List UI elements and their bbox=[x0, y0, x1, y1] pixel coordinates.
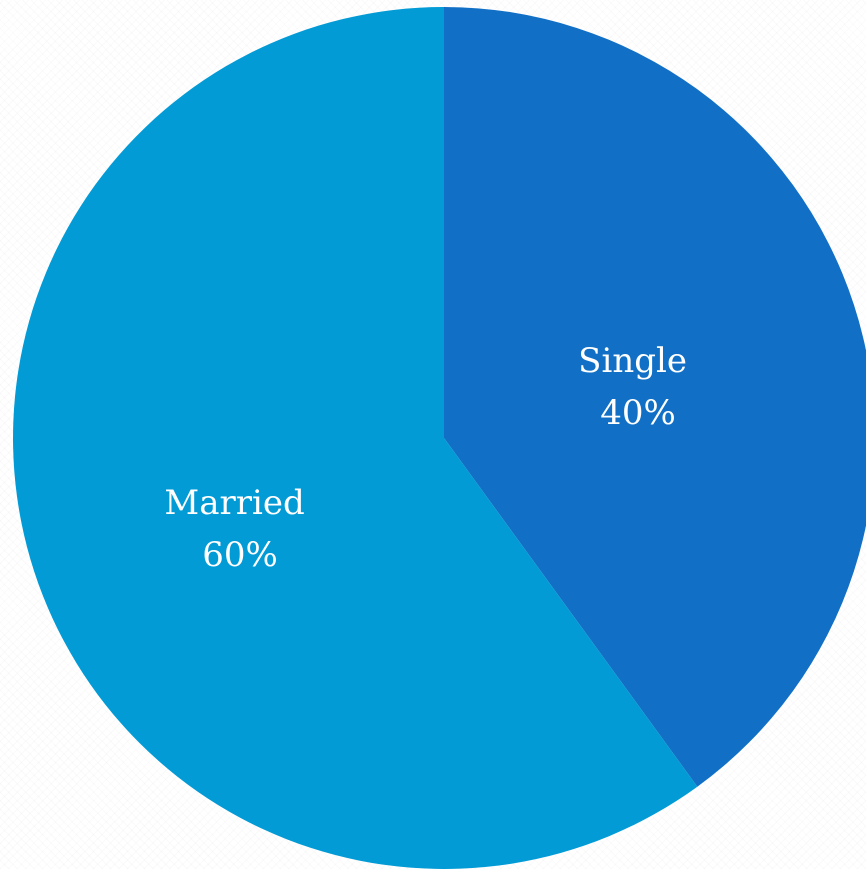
slice-labels: Single 40% Married 60% bbox=[164, 341, 698, 575]
pie-slices bbox=[13, 7, 866, 869]
slice-name-single: Single bbox=[578, 341, 687, 381]
slice-married bbox=[13, 7, 698, 869]
slice-label-married: Married 60% bbox=[164, 483, 315, 575]
slice-value-married: 60% bbox=[202, 535, 278, 575]
slice-single bbox=[444, 7, 866, 787]
slice-label-single: Single 40% bbox=[578, 341, 698, 433]
slice-value-single: 40% bbox=[600, 393, 676, 433]
slice-name-married: Married bbox=[164, 483, 304, 523]
